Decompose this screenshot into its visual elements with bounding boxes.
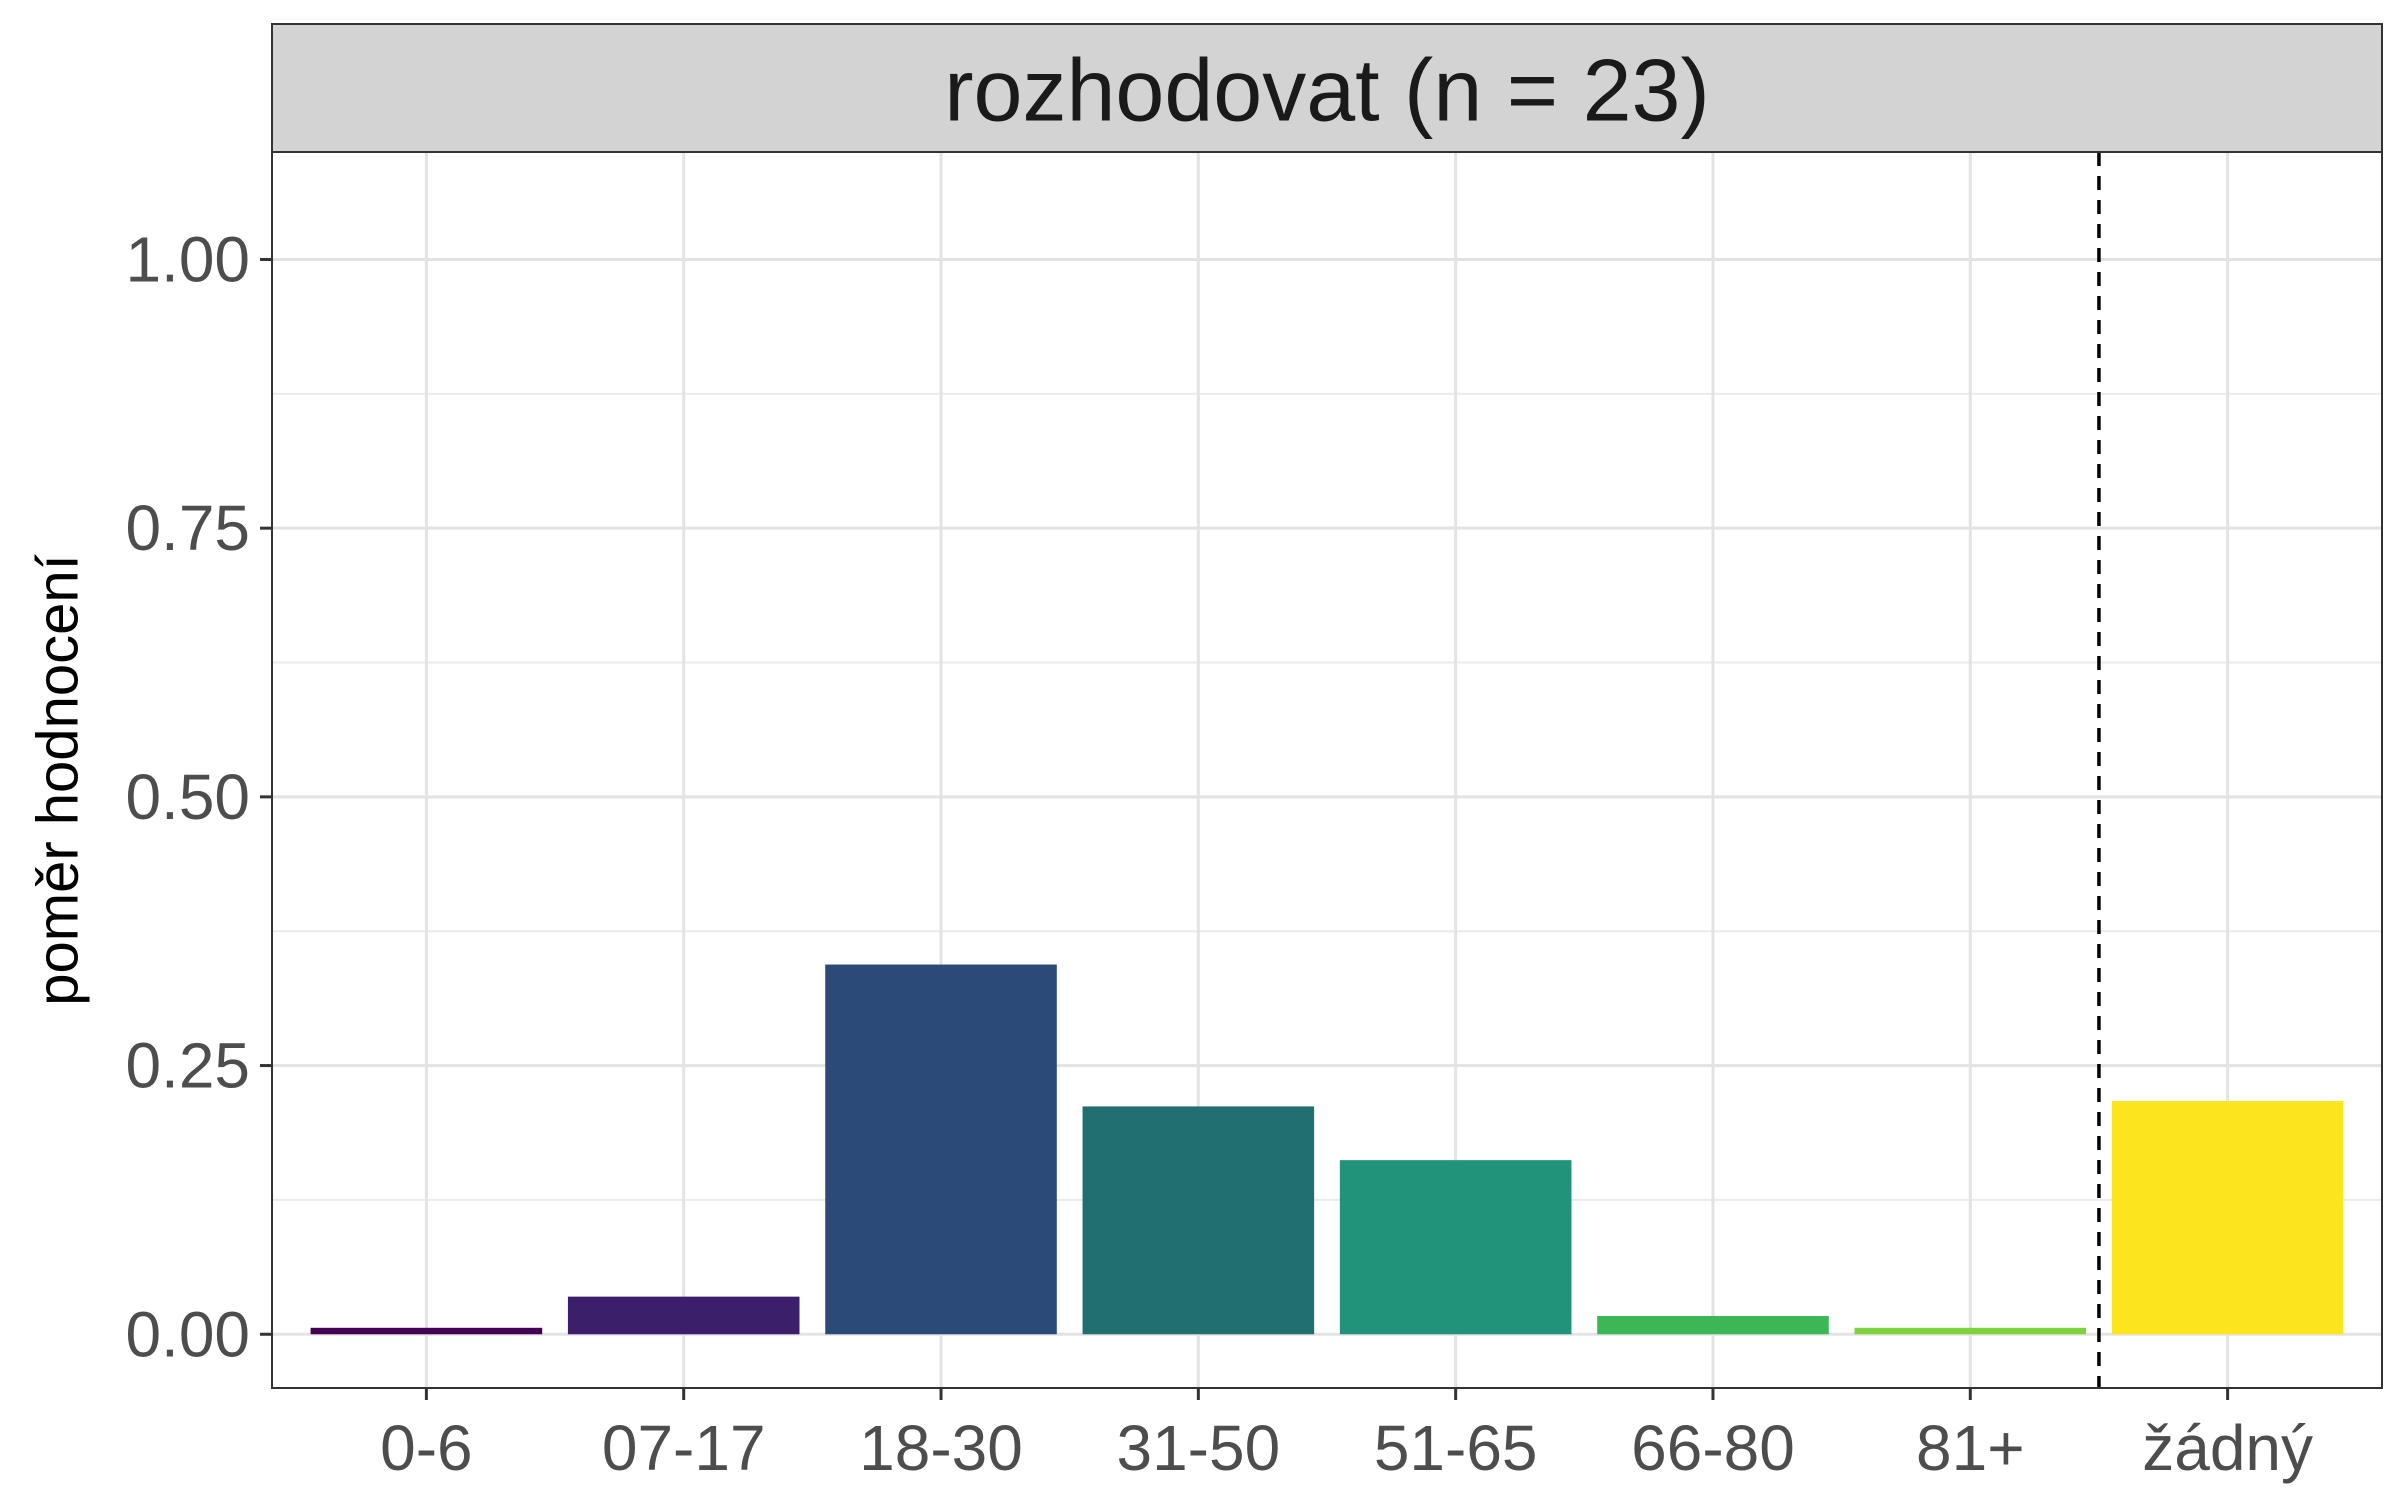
x-tick-label: 31-50: [1116, 1412, 1280, 1484]
x-axis: 0-6 07-17 18-30 31-50 51-65 66-80 81+ žádný: [380, 1388, 2313, 1484]
y-axis-title: poměr hodnocení: [26, 554, 91, 1005]
bar-07-17: [567, 1296, 800, 1335]
bar-81+: [1854, 1327, 2087, 1335]
x-tick-label: 51-65: [1374, 1412, 1538, 1484]
grid-lines: [272, 152, 2382, 1388]
facet-strip: [271, 23, 2383, 153]
bar-66-80: [1597, 1315, 1829, 1335]
bar-0-6: [310, 1327, 543, 1335]
bar-žádný: [2111, 1101, 2344, 1335]
y-tick-label: 0.75: [125, 492, 250, 564]
x-tick-label: 66-80: [1631, 1412, 1795, 1484]
y-tick-label: 0.00: [125, 1298, 250, 1370]
x-tick-label: 18-30: [859, 1412, 1023, 1484]
y-tick-label: 0.25: [125, 1030, 250, 1102]
y-axis: 0.00 0.25 0.50 0.75 1.00: [125, 223, 272, 1370]
facet-title: rozhodovat (n = 23): [944, 41, 1710, 140]
x-tick-label: 81+: [1916, 1412, 2025, 1484]
bars: [310, 964, 2344, 1335]
bar-18-30: [825, 964, 1057, 1335]
x-tick-label: žádný: [2142, 1412, 2313, 1484]
x-tick-label: 07-17: [602, 1412, 766, 1484]
bar-31-50: [1082, 1106, 1315, 1335]
y-tick-label: 1.00: [125, 223, 250, 295]
bar-51-65: [1339, 1160, 1572, 1335]
y-tick-label: 0.50: [125, 761, 250, 833]
x-tick-label: 0-6: [380, 1412, 473, 1484]
